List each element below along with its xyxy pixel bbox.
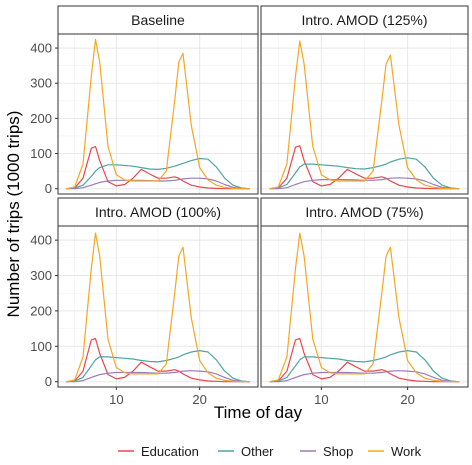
panel-border: [57, 225, 259, 388]
panel-strip: [57, 197, 259, 227]
panel-border: [57, 33, 259, 195]
y-tick-label: 300: [30, 76, 52, 91]
y-tick-label: 400: [30, 233, 52, 248]
panel-strip: [260, 5, 469, 35]
series-line-education: [66, 145, 250, 190]
y-tick-label: 200: [30, 303, 52, 318]
series-line-education: [66, 337, 250, 383]
y-tick-label: 100: [30, 339, 52, 354]
series-line-education: [269, 145, 460, 190]
legend-item-education: Education: [118, 444, 199, 459]
panel-title: Intro. AMOD (75%): [305, 204, 423, 220]
series-line-work: [66, 232, 250, 383]
y-axis-title: Number of trips (1000 trips): [4, 111, 23, 318]
panel-title: Intro. AMOD (100%): [95, 204, 221, 220]
legend-label: Other: [241, 444, 274, 459]
legend-label: Education: [141, 444, 199, 459]
legend-label: Work: [391, 444, 422, 459]
legend: Education Other Shop Work: [118, 444, 422, 459]
series-line-other: [269, 350, 460, 383]
y-tick-label: 100: [30, 146, 52, 161]
series-line-work: [269, 40, 460, 190]
series-line-other: [66, 157, 250, 190]
series-line-work: [269, 232, 460, 383]
panel-title: Baseline: [131, 12, 185, 28]
panel-2: Intro. AMOD (125%): [260, 5, 469, 195]
x-tick-label: 20: [400, 392, 414, 407]
y-tick-label: 0: [45, 374, 52, 389]
panel-strip: [260, 197, 469, 227]
legend-item-other: Other: [218, 444, 274, 459]
series-line-education: [269, 337, 460, 383]
panel-border: [260, 33, 469, 195]
y-tick-label: 0: [45, 181, 52, 196]
panel-4: Intro. AMOD (75%) 10 20: [260, 197, 469, 407]
panel-1: Baseline 0 100 200 300 400: [30, 5, 259, 196]
series-line-other: [269, 157, 460, 190]
panel-border: [260, 225, 469, 388]
series-line-work: [66, 38, 250, 190]
legend-item-work: Work: [368, 444, 422, 459]
y-tick-label: 200: [30, 111, 52, 126]
panel-strip: [57, 5, 259, 35]
legend-label: Shop: [323, 444, 353, 459]
panel-title: Intro. AMOD (125%): [301, 12, 427, 28]
x-axis-title: Time of day: [214, 403, 303, 422]
x-tick-label: 20: [192, 392, 206, 407]
x-tick-label: 10: [109, 392, 123, 407]
x-tick-label: 10: [314, 392, 328, 407]
y-tick-label: 400: [30, 41, 52, 56]
legend-item-shop: Shop: [300, 444, 353, 459]
panel-3: Intro. AMOD (100%) 0 100 200 300 400 10 20: [30, 197, 259, 407]
y-tick-label: 300: [30, 268, 52, 283]
series-line-other: [66, 350, 250, 383]
